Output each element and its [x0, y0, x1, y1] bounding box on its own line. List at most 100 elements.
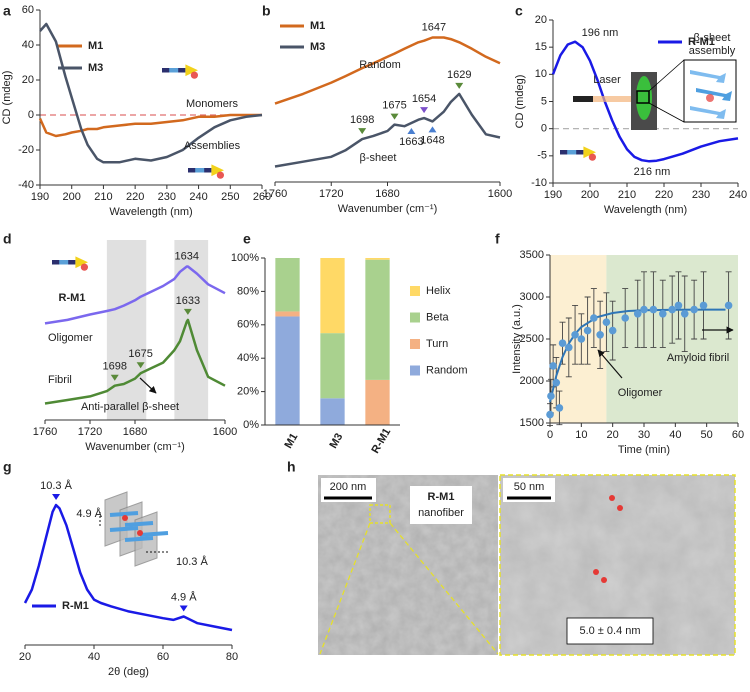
- x-tick-label: 1600: [488, 188, 512, 200]
- peak-label: 1698: [103, 361, 127, 373]
- peak-label: 1675: [128, 348, 152, 360]
- x-axis-label: Wavelength (nm): [109, 206, 192, 218]
- scale-label: 200 nm: [330, 481, 367, 493]
- molecule-icon: [195, 168, 205, 173]
- series-line: [44, 265, 226, 325]
- annotation: Monomers: [186, 98, 238, 110]
- x-tick-label: 210: [94, 191, 112, 203]
- peak-marker: [428, 126, 437, 133]
- x-tick-label: 230: [692, 189, 710, 201]
- annotation: Anti-parallel β-sheet: [81, 401, 179, 413]
- molecule-icon: [567, 150, 577, 155]
- legend-label: R-M1: [688, 36, 715, 48]
- peak-label: 1663: [399, 136, 423, 148]
- spacing-marker: [99, 512, 168, 553]
- y-tick-label: 5: [541, 95, 547, 107]
- y-tick-label: 20%: [237, 386, 259, 398]
- legend-label: Fibril: [48, 374, 72, 386]
- x-tick-label: 1680: [375, 188, 399, 200]
- inset-label: 10.3 Å: [176, 555, 208, 568]
- series-line: [274, 92, 501, 168]
- bar-segment: [275, 311, 300, 317]
- data-point: [596, 331, 604, 339]
- y-tick-label: 20: [535, 14, 547, 26]
- data-point: [621, 314, 629, 322]
- data-point: [640, 305, 648, 314]
- x-tick-label: 190: [544, 189, 562, 201]
- beta-strand: [139, 531, 169, 537]
- data-point: [680, 310, 689, 318]
- zoom-region: [369, 504, 391, 524]
- legend-label: M3: [88, 62, 103, 74]
- peak-marker: [179, 605, 188, 612]
- bar-segment: [365, 258, 390, 260]
- beta-strand: [109, 526, 139, 532]
- annotation: Laser: [593, 74, 621, 86]
- y-tick-label: 60%: [237, 319, 259, 331]
- arrow: [597, 349, 623, 379]
- arrow: [139, 377, 157, 394]
- series-line: [274, 36, 501, 105]
- y-tick-label: 80%: [237, 285, 259, 297]
- molecule-icon: [185, 64, 198, 77]
- peak-marker: [52, 494, 61, 500]
- bar-segment: [320, 333, 345, 399]
- x-tick-label: 50: [701, 429, 713, 441]
- molecule-icon: [216, 171, 224, 179]
- data-point: [547, 392, 555, 400]
- x-tick-label: 190: [31, 191, 49, 203]
- x-tick-label: 1720: [319, 188, 343, 200]
- x-axis-label: 2θ (deg): [108, 666, 149, 678]
- series-line: [44, 318, 226, 405]
- band: [106, 240, 147, 420]
- molecule-icon: [75, 256, 88, 269]
- data-point: [583, 326, 592, 335]
- legend-swatch: [410, 365, 420, 376]
- peak-label: 1698: [350, 114, 374, 126]
- x-tick-label: 1760: [263, 188, 287, 200]
- y-tick-label: -40: [18, 179, 34, 191]
- series-line: [23, 503, 233, 632]
- y-tick-label: -10: [531, 177, 547, 189]
- bar-segment: [365, 379, 390, 425]
- panel-letter: e: [243, 231, 251, 247]
- x-axis-label: Wavenumber (cm⁻¹): [85, 441, 185, 453]
- molecule-icon: [190, 71, 198, 79]
- bar-segment: [365, 259, 390, 380]
- y-tick-label: 3500: [520, 249, 544, 261]
- peak-marker: [407, 127, 416, 134]
- x-tick-label: 260: [253, 191, 271, 203]
- beta-strand: [696, 88, 732, 101]
- zoom-line: [648, 59, 685, 92]
- laser-beam: [593, 96, 631, 102]
- data-point: [555, 404, 564, 412]
- y-tick-label: 0: [28, 109, 34, 121]
- annotation: Oligomer: [618, 387, 663, 399]
- x-tick-label: M3: [327, 431, 345, 450]
- x-tick-label: 30: [638, 429, 650, 441]
- data-point: [558, 339, 567, 348]
- peak-label: 1654: [412, 93, 436, 105]
- y-axis-label: CD (mdeg): [1, 71, 13, 125]
- panel-letter: a: [3, 3, 11, 19]
- fluorescence: [636, 76, 652, 120]
- molecule-icon: [583, 146, 596, 159]
- y-tick-label: 1500: [520, 417, 544, 429]
- legend-label: M1: [88, 40, 103, 52]
- peak-label: 1648: [420, 134, 444, 146]
- panel-letter: b: [262, 3, 271, 19]
- y-tick-label: 100%: [231, 252, 259, 264]
- data-point: [571, 331, 579, 339]
- y-tick-label: 15: [535, 41, 547, 53]
- zoom-line: [319, 522, 499, 655]
- molecule-icon: [59, 260, 69, 265]
- y-tick-label: 0%: [243, 419, 259, 431]
- beta-strand: [124, 521, 154, 527]
- beta-strand: [690, 106, 726, 119]
- data-point: [565, 343, 573, 352]
- data-point: [590, 314, 598, 322]
- scale-label: 50 nm: [514, 481, 545, 493]
- y-tick-label: 40: [22, 39, 34, 51]
- peak-label: 1634: [175, 250, 199, 262]
- legend-label: Helix: [426, 285, 451, 297]
